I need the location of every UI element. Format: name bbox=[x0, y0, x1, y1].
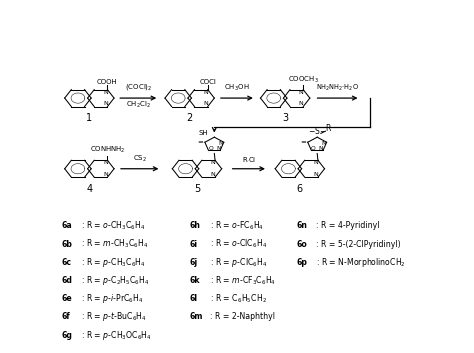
Text: N: N bbox=[103, 101, 108, 106]
Text: N: N bbox=[216, 146, 220, 151]
Text: N: N bbox=[210, 161, 215, 166]
Text: 3: 3 bbox=[282, 113, 288, 124]
Text: 6: 6 bbox=[297, 184, 303, 194]
Text: NH$_2$NH$_2$$\cdot$H$_2$O: NH$_2$NH$_2$$\cdot$H$_2$O bbox=[316, 83, 359, 93]
Text: N: N bbox=[103, 161, 108, 166]
Text: 6o: 6o bbox=[296, 240, 307, 249]
Text: N: N bbox=[103, 172, 108, 177]
Text: COOCH$_3$: COOCH$_3$ bbox=[288, 74, 319, 85]
Text: : R = 5-(2-ClPyridinyl): : R = 5-(2-ClPyridinyl) bbox=[317, 240, 401, 249]
Text: : R = $o$-FC$_6$H$_4$: : R = $o$-FC$_6$H$_4$ bbox=[210, 220, 264, 232]
Text: 6j: 6j bbox=[190, 258, 198, 267]
Text: R$\widehat{\,}$Cl: R$\widehat{\,}$Cl bbox=[242, 155, 256, 164]
Text: 6l: 6l bbox=[190, 294, 198, 303]
Text: 6d: 6d bbox=[61, 276, 72, 285]
Text: 6p: 6p bbox=[296, 258, 307, 267]
Text: : R = 2-Naphthyl: : R = 2-Naphthyl bbox=[210, 312, 275, 321]
Text: : R = 4-Pyridinyl: : R = 4-Pyridinyl bbox=[317, 221, 380, 230]
Text: 6g: 6g bbox=[61, 331, 72, 340]
Text: CH$_2$Cl$_2$: CH$_2$Cl$_2$ bbox=[126, 100, 151, 110]
Text: : R = N-MorpholinoCH$_2$: : R = N-MorpholinoCH$_2$ bbox=[317, 256, 406, 269]
Text: N: N bbox=[313, 161, 318, 166]
Text: N: N bbox=[299, 90, 303, 95]
Text: 6e: 6e bbox=[61, 294, 72, 303]
Text: 2: 2 bbox=[187, 113, 193, 124]
Text: N: N bbox=[321, 140, 326, 145]
Text: N: N bbox=[299, 101, 303, 106]
Text: 6k: 6k bbox=[190, 276, 200, 285]
Text: 6b: 6b bbox=[61, 240, 72, 249]
Text: $-$S$-$: $-$S$-$ bbox=[308, 125, 327, 136]
Text: : R = $o$-ClC$_6$H$_4$: : R = $o$-ClC$_6$H$_4$ bbox=[210, 238, 267, 250]
Text: CS$_2$: CS$_2$ bbox=[133, 154, 147, 164]
Text: N: N bbox=[103, 90, 108, 95]
Text: : R = C$_6$H$_5$CH$_2$: : R = C$_6$H$_5$CH$_2$ bbox=[210, 292, 267, 305]
Text: N: N bbox=[210, 172, 215, 177]
Text: 6n: 6n bbox=[296, 221, 307, 230]
Text: : R = $p$-CH$_3$OC$_6$H$_4$: : R = $p$-CH$_3$OC$_6$H$_4$ bbox=[82, 329, 152, 342]
Text: : R = $m$-CH$_3$C$_6$H$_4$: : R = $m$-CH$_3$C$_6$H$_4$ bbox=[82, 238, 149, 250]
Text: $=$: $=$ bbox=[299, 139, 307, 145]
Text: CH$_3$OH: CH$_3$OH bbox=[224, 83, 249, 93]
Text: SH: SH bbox=[199, 130, 208, 136]
Text: 4: 4 bbox=[86, 184, 92, 194]
Text: N: N bbox=[218, 140, 223, 145]
Text: 6c: 6c bbox=[61, 258, 71, 267]
Text: : R = $p$-C$_2$H$_5$C$_6$H$_4$: : R = $p$-C$_2$H$_5$C$_6$H$_4$ bbox=[82, 274, 150, 287]
Text: N: N bbox=[203, 101, 208, 106]
Text: 1: 1 bbox=[86, 113, 92, 124]
Text: CONHNH$_2$: CONHNH$_2$ bbox=[90, 145, 125, 155]
Text: R: R bbox=[325, 124, 330, 133]
Text: 6m: 6m bbox=[190, 312, 203, 321]
Text: N: N bbox=[313, 172, 318, 177]
Text: (COCl)$_2$: (COCl)$_2$ bbox=[125, 82, 152, 92]
Text: N: N bbox=[319, 146, 323, 151]
Text: O: O bbox=[311, 146, 316, 151]
Text: $=$: $=$ bbox=[196, 139, 204, 145]
Text: 6h: 6h bbox=[190, 221, 201, 230]
Text: : R = $p$-CH$_3$C$_6$H$_4$: : R = $p$-CH$_3$C$_6$H$_4$ bbox=[82, 256, 146, 269]
Text: : R = $o$-CH$_3$C$_6$H$_4$: : R = $o$-CH$_3$C$_6$H$_4$ bbox=[82, 220, 146, 232]
Text: : R = $m$-CF$_3$C$_6$H$_4$: : R = $m$-CF$_3$C$_6$H$_4$ bbox=[210, 274, 276, 287]
Text: 5: 5 bbox=[194, 184, 200, 194]
Text: COOH: COOH bbox=[97, 79, 118, 85]
Text: 6a: 6a bbox=[61, 221, 72, 230]
Text: O: O bbox=[208, 146, 213, 151]
Text: N: N bbox=[203, 90, 208, 95]
Text: : R = $p$-ClC$_6$H$_4$: : R = $p$-ClC$_6$H$_4$ bbox=[210, 256, 267, 269]
Text: COCl: COCl bbox=[199, 79, 216, 85]
Text: : R = $p$-$i$-PrC$_6$H$_4$: : R = $p$-$i$-PrC$_6$H$_4$ bbox=[82, 292, 144, 305]
Text: 6f: 6f bbox=[61, 312, 70, 321]
Text: 6i: 6i bbox=[190, 240, 198, 249]
Text: : R = $p$-$t$-BuC$_6$H$_4$: : R = $p$-$t$-BuC$_6$H$_4$ bbox=[82, 310, 147, 323]
